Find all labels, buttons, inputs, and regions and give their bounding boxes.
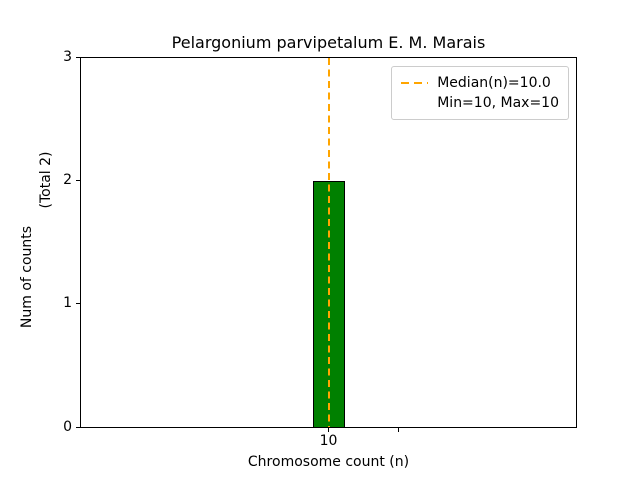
y-tick-mark-1 bbox=[76, 303, 80, 305]
y-tick-mark-3 bbox=[76, 56, 80, 58]
y-tick-mark-0 bbox=[76, 426, 80, 428]
legend-entry-minmax: Min=10, Max=10 bbox=[401, 93, 559, 113]
legend-entry-median: Median(n)=10.0 bbox=[401, 73, 559, 93]
y-axis-label: Num of counts bbox=[19, 225, 35, 329]
plot-area: Median(n)=10.0 Min=10, Max=10 bbox=[80, 57, 577, 428]
median-dashed-line-icon bbox=[401, 82, 429, 84]
median-line bbox=[327, 58, 330, 427]
x-axis-label: Chromosome count (n) bbox=[247, 454, 410, 470]
legend: Median(n)=10.0 Min=10, Max=10 bbox=[391, 66, 569, 120]
y-tick-label-3: 3 bbox=[63, 48, 72, 65]
legend-label-minmax: Min=10, Max=10 bbox=[437, 95, 559, 111]
y-tick-label-1: 1 bbox=[63, 295, 72, 312]
x-tick-mark-10 bbox=[328, 428, 329, 432]
y-tick-label-2: 2 bbox=[63, 171, 72, 188]
x-tick-label-10: 10 bbox=[319, 433, 338, 449]
x-tick-mark-minor bbox=[398, 428, 399, 432]
chart-title: Pelargonium parvipetalum E. M. Marais bbox=[171, 33, 486, 52]
y-tick-label-0: 0 bbox=[63, 418, 72, 435]
legend-label-median: Median(n)=10.0 bbox=[437, 75, 551, 91]
y-tick-mark-2 bbox=[76, 179, 80, 181]
legend-spacer bbox=[401, 102, 428, 104]
